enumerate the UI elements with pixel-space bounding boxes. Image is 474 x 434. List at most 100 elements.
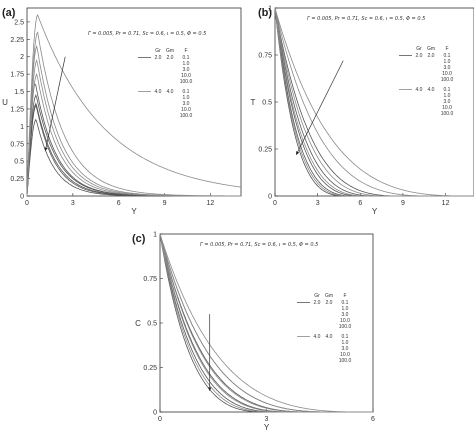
series-line-gr2-f-1 bbox=[26, 94, 241, 197]
trend-arrow bbox=[44, 56, 66, 152]
series-line-gr2-f-3 bbox=[26, 102, 241, 197]
y-tick-label: 0.5 bbox=[14, 159, 24, 166]
x-tick-label: 6 bbox=[358, 200, 362, 207]
legend-f-value: 1.0 bbox=[183, 61, 190, 67]
legend-f-value: 1.0 bbox=[444, 93, 451, 99]
legend-f-value: 0.1 bbox=[444, 87, 451, 93]
legend-gr-value: 4.0 bbox=[314, 334, 321, 340]
legend-gm-value: 4.0 bbox=[428, 87, 435, 93]
x-tick-label: 0 bbox=[273, 200, 277, 207]
legend-gr-value: 2.0 bbox=[314, 300, 321, 306]
legend-f-value: 1.0 bbox=[444, 59, 451, 65]
legend-header: Gr bbox=[416, 46, 422, 52]
x-tick-label: 9 bbox=[163, 200, 167, 207]
y-axis-label: U bbox=[2, 98, 8, 107]
legend-f-value: 3.0 bbox=[183, 67, 190, 73]
y-tick-label: 0.75 bbox=[10, 141, 24, 148]
legend-header: Gr bbox=[314, 293, 320, 299]
y-tick-label: 1 bbox=[153, 232, 157, 239]
legend-f-value: 3.0 bbox=[444, 65, 451, 71]
legend-f-value: 100.0 bbox=[441, 111, 454, 117]
legend-gm-value: 2.0 bbox=[326, 300, 333, 306]
y-tick-label: 1 bbox=[20, 124, 24, 131]
legend-f-value: 100.0 bbox=[339, 324, 352, 330]
panel-label: (a) bbox=[2, 7, 16, 19]
legend-gr-value: 4.0 bbox=[155, 89, 162, 95]
y-tick-label: 0 bbox=[20, 194, 24, 201]
series-line-gr2-f-10 bbox=[26, 104, 241, 197]
legend-f-value: 10.0 bbox=[340, 318, 350, 324]
legend-f-value: 1.0 bbox=[342, 340, 349, 346]
legend-f-value: 1.0 bbox=[342, 306, 349, 312]
y-tick-label: 0 bbox=[268, 194, 272, 201]
parameter-annotation: Γ = 0.005, Pr = 0.71, Sc = 0.6, ι = 0.5,… bbox=[88, 31, 206, 37]
legend-f-value: 0.1 bbox=[342, 300, 349, 306]
series-line-gr2-f-100 bbox=[26, 118, 241, 197]
trend-arrow bbox=[296, 60, 344, 155]
y-tick-label: 0.75 bbox=[143, 276, 157, 283]
y-tick-label: 0.25 bbox=[10, 176, 24, 183]
x-tick-label: 6 bbox=[371, 416, 375, 423]
x-tick-label: 12 bbox=[207, 200, 215, 207]
series-line-gr4-f-100 bbox=[26, 72, 241, 197]
legend-gm-value: 2.0 bbox=[167, 55, 174, 61]
legend-f-value: 10.0 bbox=[181, 73, 191, 79]
y-tick-label: 0 bbox=[153, 410, 157, 417]
legend-gm-value: 2.0 bbox=[428, 53, 435, 59]
x-tick-label: 0 bbox=[25, 200, 29, 207]
legend-header: F bbox=[343, 293, 346, 299]
legend-f-value: 100.0 bbox=[180, 113, 193, 119]
series-line-gr4-f-1 bbox=[26, 31, 241, 197]
x-tick-label: 3 bbox=[71, 200, 75, 207]
chart-panel-3: (c) 0 3 6 0 0.25 0.5 0.75 1 Y C Γ = 0.005, Pr = 0.7… bbox=[132, 232, 375, 433]
legend-f-value: 0.1 bbox=[342, 334, 349, 340]
legend-f-value: 0.1 bbox=[183, 89, 190, 95]
series-line-gr4-f-100 bbox=[274, 7, 474, 197]
legend-f-value: 3.0 bbox=[342, 346, 349, 352]
y-tick-label: 0.5 bbox=[262, 100, 272, 107]
parameter-annotation: Γ = 0.005, Pr = 0.71, Sc = 0.6, ι = 0.5,… bbox=[200, 242, 318, 248]
y-tick-label: 2.25 bbox=[10, 37, 24, 44]
legend-f-value: 10.0 bbox=[340, 352, 350, 358]
y-tick-label: 1.75 bbox=[10, 72, 24, 79]
legend-header: F bbox=[445, 46, 448, 52]
legend-f-value: 100.0 bbox=[441, 77, 454, 83]
legend-f-value: 10.0 bbox=[442, 105, 452, 111]
chart-panel-1: (a) 0 3 6 9 12 0 0.25 0.5 0.75 1 1.25 1.5 1.75 2 2.25 2.… bbox=[2, 7, 242, 216]
parameter-annotation: Γ = 0.005, Pr = 0.71, Sc = 0.6, ι = 0.5,… bbox=[307, 16, 425, 22]
legend-f-value: 0.1 bbox=[183, 55, 190, 61]
legend-gm-value: 4.0 bbox=[326, 334, 333, 340]
x-tick-label: 6 bbox=[117, 200, 121, 207]
legend-f-value: 3.0 bbox=[183, 101, 190, 107]
legend-header: Gr bbox=[155, 48, 161, 54]
x-axis-label: Y bbox=[372, 207, 378, 216]
series-line-gr4-f-10 bbox=[26, 58, 241, 197]
y-tick-label: 1.5 bbox=[14, 89, 24, 96]
series-line-gr4-f-10 bbox=[274, 7, 474, 197]
legend-header: Gm bbox=[325, 293, 333, 299]
series-line-gr2-f-0_1 bbox=[26, 83, 241, 197]
y-tick-label: 0.25 bbox=[143, 365, 157, 372]
y-tick-label: 2 bbox=[20, 54, 24, 61]
x-tick-label: 12 bbox=[442, 200, 450, 207]
legend-gr-value: 4.0 bbox=[416, 87, 423, 93]
panel-label: (b) bbox=[258, 7, 272, 19]
y-tick-label: 2.5 bbox=[14, 19, 24, 26]
legend-gr-value: 2.0 bbox=[416, 53, 423, 59]
y-tick-label: 0.25 bbox=[258, 147, 272, 154]
x-tick-label: 3 bbox=[265, 416, 269, 423]
series-line-gr4-f-100 bbox=[159, 233, 373, 413]
legend-gm-value: 4.0 bbox=[167, 89, 174, 95]
legend-gr-value: 2.0 bbox=[155, 55, 162, 61]
legend-header: F bbox=[184, 48, 187, 54]
legend-header: Gm bbox=[427, 46, 435, 52]
legend-f-value: 10.0 bbox=[442, 71, 452, 77]
y-tick-label: 0.5 bbox=[147, 321, 157, 328]
series-line-gr4-f-0_1 bbox=[26, 14, 242, 197]
legend-f-value: 100.0 bbox=[180, 79, 193, 85]
legend-f-value: 10.0 bbox=[181, 107, 191, 113]
y-tick-label: 1.25 bbox=[10, 106, 24, 113]
x-tick-label: 3 bbox=[316, 200, 320, 207]
y-axis-label: T bbox=[251, 98, 256, 107]
